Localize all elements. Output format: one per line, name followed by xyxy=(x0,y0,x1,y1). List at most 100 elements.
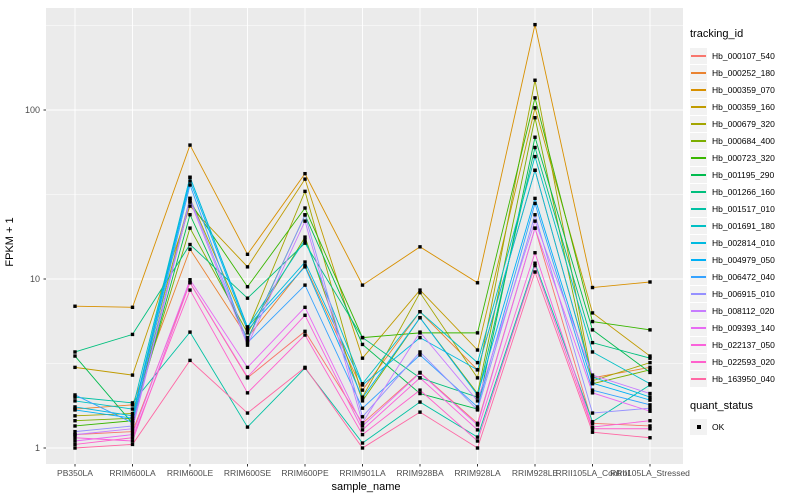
legend-key xyxy=(690,166,707,183)
data-point xyxy=(648,382,652,386)
legend-key xyxy=(690,336,707,353)
data-point xyxy=(475,281,480,285)
data-point xyxy=(130,373,135,377)
legend-key-line xyxy=(691,156,706,159)
data-point xyxy=(648,368,652,372)
data-point xyxy=(475,435,480,439)
data-point xyxy=(73,365,77,370)
quant-legend-label: OK xyxy=(712,421,725,432)
data-point xyxy=(303,365,307,370)
y-tick-label: 1 xyxy=(35,443,40,453)
legend-item-label: Hb_000359_160 xyxy=(712,101,775,112)
legend-key xyxy=(690,353,707,370)
data-point xyxy=(475,348,480,352)
data-point xyxy=(533,96,537,100)
legend-item-label: Hb_000252_180 xyxy=(712,67,775,78)
legend-item-label: Hb_009393_140 xyxy=(712,322,775,333)
legend-key-line xyxy=(691,343,706,346)
data-point xyxy=(590,420,595,424)
legend-key-line xyxy=(691,122,706,125)
data-point xyxy=(475,331,480,335)
x-axis-title: sample_name xyxy=(331,481,401,493)
data-point xyxy=(590,328,595,332)
data-point xyxy=(360,428,365,432)
legend-key-line xyxy=(691,326,706,329)
x-tick-label: RRIM928BA xyxy=(396,468,444,478)
y-tick-label: 10 xyxy=(30,274,40,284)
data-point xyxy=(533,78,537,82)
legend-item-label: Hb_001195_290 xyxy=(712,169,775,180)
data-point xyxy=(360,342,365,347)
data-point xyxy=(648,419,652,423)
black-square-marker-icon xyxy=(696,424,701,429)
legend-key xyxy=(690,64,707,81)
data-point xyxy=(533,106,537,110)
data-point xyxy=(533,135,537,139)
legend-key-line xyxy=(691,105,706,108)
data-point xyxy=(73,436,77,440)
data-point xyxy=(303,213,307,217)
data-point xyxy=(360,335,365,340)
data-point xyxy=(360,406,365,410)
data-point xyxy=(130,419,135,423)
data-point xyxy=(360,388,365,392)
legend-item: Hb_000359_160 xyxy=(690,98,798,115)
data-point xyxy=(130,416,135,420)
data-point xyxy=(130,442,135,447)
data-point xyxy=(648,280,652,284)
data-point xyxy=(303,206,307,210)
data-point xyxy=(590,373,595,377)
data-point xyxy=(303,260,307,264)
quant-legend-item: OK xyxy=(690,418,798,435)
data-point xyxy=(533,213,537,217)
data-point xyxy=(648,436,652,440)
data-point xyxy=(73,429,77,434)
legend-item-label: Hb_001517_010 xyxy=(712,203,775,214)
data-point xyxy=(475,423,480,427)
data-point xyxy=(590,427,595,431)
data-point xyxy=(360,396,365,400)
data-point xyxy=(418,400,422,404)
legend-key xyxy=(690,200,707,217)
x-tick-label: RRIM600PE xyxy=(281,468,329,478)
quant-legend-key xyxy=(690,418,707,435)
data-point xyxy=(73,405,77,409)
data-point xyxy=(188,330,192,334)
legend-item-label: Hb_000684_400 xyxy=(712,135,775,146)
x-tick-label: RRII105LA_Stressed xyxy=(610,468,690,478)
data-point xyxy=(130,407,135,411)
legend-key xyxy=(690,251,707,268)
data-point xyxy=(245,339,250,343)
legend-item-label: Hb_022593_020 xyxy=(712,356,775,367)
legend-item-label: Hb_008112_020 xyxy=(712,305,775,316)
data-point xyxy=(533,22,537,27)
data-point xyxy=(533,116,537,120)
legend-item-label: Hb_000723_320 xyxy=(712,152,775,163)
legend-item-label: Hb_002814_010 xyxy=(712,237,775,248)
data-point xyxy=(303,235,307,239)
legend-item: Hb_000684_400 xyxy=(690,132,798,149)
data-point xyxy=(648,356,652,360)
legend-item-label: Hb_163950_040 xyxy=(712,373,775,384)
data-point xyxy=(648,424,652,428)
quant-legend-title: quant_status xyxy=(690,400,753,412)
data-point xyxy=(245,331,250,335)
data-point xyxy=(245,391,250,395)
data-point xyxy=(360,283,365,287)
data-point xyxy=(303,333,307,337)
legend-item: Hb_000359_070 xyxy=(690,81,798,98)
data-point xyxy=(73,354,77,358)
data-point xyxy=(418,288,422,292)
data-point xyxy=(188,179,192,183)
legend-item: Hb_022593_020 xyxy=(690,353,798,370)
data-point xyxy=(590,411,595,415)
data-point xyxy=(73,304,77,308)
data-point xyxy=(533,226,537,230)
data-point xyxy=(475,393,480,397)
legend-item: Hb_022137_050 xyxy=(690,336,798,353)
legend-item: Hb_008112_020 xyxy=(690,302,798,319)
data-point xyxy=(418,353,422,357)
data-point xyxy=(130,427,135,431)
data-point xyxy=(130,414,135,418)
data-point xyxy=(648,427,652,431)
